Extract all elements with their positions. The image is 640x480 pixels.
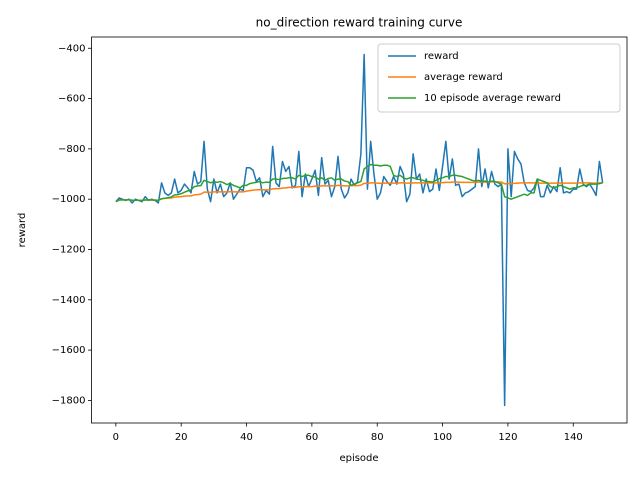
legend-label: 10 episode average reward [424, 93, 561, 104]
y-tick-label: −1400 [52, 295, 86, 306]
x-tick-label: 140 [564, 432, 583, 443]
x-tick-label: 0 [113, 432, 119, 443]
plot-frame [91, 36, 628, 424]
y-tick-label: −1000 [52, 194, 86, 205]
legend-label: average reward [424, 72, 503, 83]
y-tick-label: −800 [58, 144, 85, 155]
x-tick-label: 20 [175, 432, 188, 443]
series-line [115, 163, 603, 203]
x-tick-label: 100 [433, 432, 452, 443]
x-axis-label: episode [339, 453, 378, 464]
series-line [115, 53, 604, 407]
series-line [115, 181, 603, 203]
x-tick-label: 40 [240, 432, 253, 443]
legend-label: reward [424, 51, 459, 62]
legend-box [377, 43, 621, 113]
y-tick-label: −1800 [52, 395, 86, 406]
y-tick-label: −600 [58, 94, 85, 105]
y-tick-label: −1600 [52, 345, 86, 356]
x-tick-label: 60 [306, 432, 319, 443]
x-tick-label: 80 [371, 432, 384, 443]
y-axis-label: reward [17, 213, 28, 248]
chart-title: no_direction reward training curve [256, 16, 463, 30]
y-tick-label: −1200 [52, 244, 86, 255]
y-tick-label: −400 [58, 43, 85, 54]
x-tick-label: 120 [498, 432, 517, 443]
